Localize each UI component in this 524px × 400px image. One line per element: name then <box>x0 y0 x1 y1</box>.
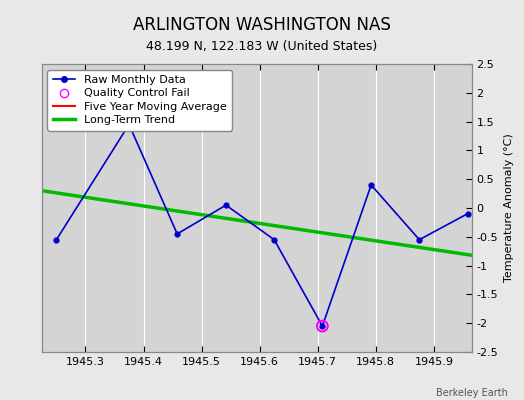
Raw Monthly Data <box>174 232 180 236</box>
Raw Monthly Data <box>416 237 422 242</box>
Raw Monthly Data <box>271 237 277 242</box>
Quality Control Fail <box>318 323 326 329</box>
Line: Raw Monthly Data: Raw Monthly Data <box>54 122 470 328</box>
Text: 48.199 N, 122.183 W (United States): 48.199 N, 122.183 W (United States) <box>146 40 378 53</box>
Raw Monthly Data <box>223 203 229 208</box>
Text: ARLINGTON WASHINGTON NAS: ARLINGTON WASHINGTON NAS <box>133 16 391 34</box>
Text: Berkeley Earth: Berkeley Earth <box>436 388 508 398</box>
Raw Monthly Data <box>464 211 471 216</box>
Raw Monthly Data <box>53 237 60 242</box>
Raw Monthly Data <box>319 324 325 328</box>
Legend: Raw Monthly Data, Quality Control Fail, Five Year Moving Average, Long-Term Tren: Raw Monthly Data, Quality Control Fail, … <box>48 70 233 131</box>
Raw Monthly Data <box>368 182 374 187</box>
Y-axis label: Temperature Anomaly (°C): Temperature Anomaly (°C) <box>504 134 514 282</box>
Raw Monthly Data <box>126 122 132 127</box>
